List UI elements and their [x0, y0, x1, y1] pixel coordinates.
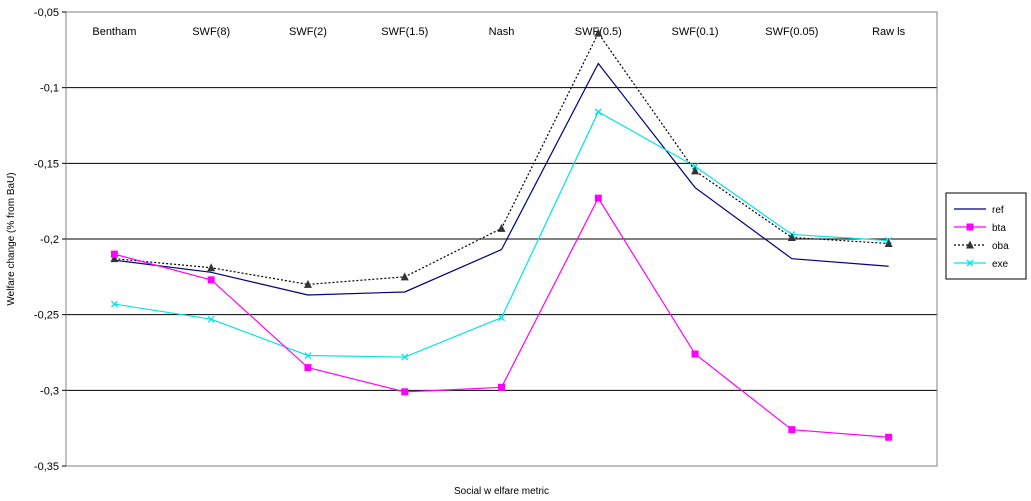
- data-point-bta: [498, 383, 505, 391]
- data-point-oba: [400, 272, 409, 281]
- category-labels: BenthamSWF(8)SWF(2)SWF(1.5)NashSWF(0.5)S…: [92, 26, 905, 38]
- category-label: Nash: [489, 26, 515, 38]
- data-point-exe: [207, 315, 215, 323]
- y-tick-label: -0,2: [40, 234, 59, 246]
- category-label: SWF(1.5): [381, 26, 428, 38]
- legend-marker: [966, 259, 974, 267]
- series-ref: [114, 62, 889, 296]
- category-label: SWF(8): [192, 26, 230, 38]
- legend-label: oba: [992, 241, 1009, 252]
- data-point-oba: [594, 28, 603, 37]
- data-point-oba: [787, 232, 796, 241]
- legend-item-exe: exe: [954, 259, 1009, 270]
- y-tick-label: -0,15: [34, 158, 59, 170]
- legend-label: ref: [992, 205, 1004, 216]
- data-point-bta: [401, 388, 409, 396]
- data-point-oba: [110, 254, 119, 263]
- y-tick-label: -0,1: [40, 83, 59, 95]
- legend-label: bta: [992, 223, 1006, 234]
- data-point-exe: [304, 352, 312, 359]
- data-point-bta: [885, 433, 893, 441]
- data-point-bta: [594, 194, 602, 202]
- gridlines: [66, 11, 937, 467]
- series-line-oba: [114, 32, 889, 286]
- legend-item-bta: bta: [954, 223, 1006, 234]
- y-tick-label: -0,3: [40, 385, 59, 397]
- data-point-bta: [304, 364, 312, 372]
- data-point-bta: [207, 276, 215, 284]
- series-exe: [110, 108, 893, 361]
- data-point-oba: [207, 263, 216, 272]
- legend-item-oba: oba: [954, 240, 1009, 252]
- category-label: Bentham: [92, 26, 136, 38]
- legend-item-ref: ref: [954, 205, 1004, 216]
- y-axis-ticks: -0,05 -0,1 -0,15 -0,2 -0,25 -0,3 -0,35: [34, 7, 66, 473]
- data-point-oba: [497, 223, 506, 232]
- legend-marker: [966, 223, 974, 231]
- legend-label: exe: [992, 259, 1009, 270]
- category-label: SWF(0.1): [672, 26, 719, 38]
- category-label: Raw ls: [872, 26, 906, 38]
- y-tick-label: -0,35: [34, 461, 59, 473]
- series-oba: [110, 28, 893, 288]
- data-point-oba: [884, 239, 893, 248]
- y-tick-label: -0,05: [34, 7, 59, 19]
- category-label: SWF(0.05): [765, 26, 818, 38]
- legend-marker: [966, 240, 974, 249]
- data-point-exe: [110, 300, 118, 308]
- data-point-oba: [691, 166, 700, 175]
- series-lines: [110, 28, 893, 441]
- y-axis-title: Welfare change (% from BaU): [6, 172, 17, 305]
- data-point-exe: [691, 162, 699, 170]
- data-point-bta: [788, 426, 796, 434]
- x-axis-title: Social w elfare metric: [454, 486, 549, 497]
- data-point-bta: [110, 250, 118, 258]
- series-line-exe: [114, 111, 889, 358]
- data-point-exe: [401, 353, 409, 361]
- category-label: SWF(2): [289, 26, 327, 38]
- legend-box: [945, 192, 1027, 280]
- data-point-oba: [303, 279, 312, 288]
- series-bta: [110, 194, 893, 441]
- legend: ref bta oba exe: [945, 192, 1027, 280]
- data-point-exe: [594, 108, 602, 116]
- data-point-exe: [498, 314, 505, 322]
- series-line-ref: [114, 62, 889, 296]
- data-point-bta: [691, 350, 699, 358]
- y-tick-label: -0,25: [34, 310, 59, 322]
